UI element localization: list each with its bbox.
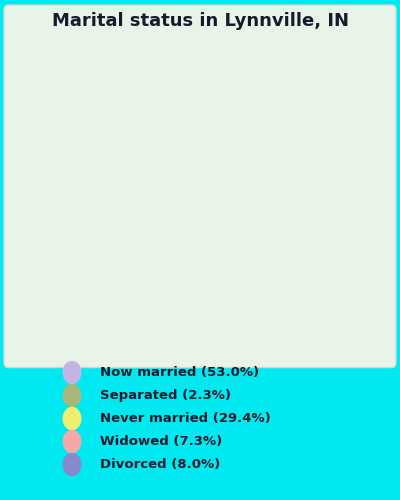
Text: Separated (2.3%): Separated (2.3%) [100,389,231,402]
Circle shape [63,454,81,475]
Text: Now married (53.0%): Now married (53.0%) [100,366,259,379]
Text: Never married (29.4%): Never married (29.4%) [100,412,271,425]
Circle shape [63,362,81,384]
FancyBboxPatch shape [4,5,396,368]
Wedge shape [155,262,185,321]
Circle shape [63,408,81,430]
Wedge shape [63,108,174,316]
Circle shape [63,384,81,406]
Wedge shape [88,66,162,141]
Circle shape [63,430,81,452]
Text: Marital status in Lynnville, IN: Marital status in Lynnville, IN [52,12,348,30]
Text: Divorced (8.0%): Divorced (8.0%) [100,458,220,471]
Wedge shape [174,50,337,323]
Wedge shape [134,50,200,116]
Text: City-Data.com: City-Data.com [287,26,361,36]
Text: Widowed (7.3%): Widowed (7.3%) [100,435,222,448]
